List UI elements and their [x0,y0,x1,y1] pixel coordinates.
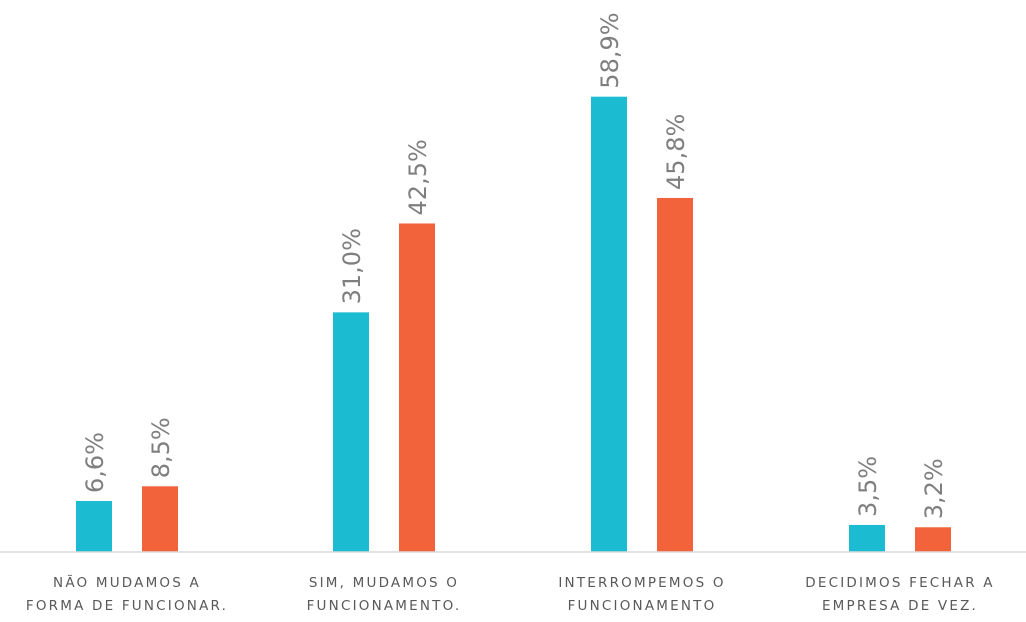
value-label-s2-c3: 45,8% [662,114,690,190]
bar-s1-c4 [849,524,885,552]
category-label-3-line-2: FUNCIONAMENTO [568,598,717,614]
value-labels-group: 6,6% 31,0% 58,9% 3,5% 8,5% 42,5% 45,8% 3,2% [81,12,948,519]
bar-s2-c4 [915,527,951,552]
value-label-s1-c3: 58,9% [596,12,624,88]
bar-s2-c1 [142,486,178,552]
bar-s1-c2 [333,312,369,552]
category-label-1-line-2: FORMA DE FUNCIONAR. [26,598,228,614]
category-label-2: SIM, MUDAMOS O FUNCIONAMENTO. [307,575,462,614]
value-label-s2-c1: 8,5% [147,417,175,478]
bar-s1-c3 [591,96,627,552]
bar-s1-c1 [76,500,112,552]
category-label-3-line-1: INTERROMPEMOS O [558,575,725,591]
category-labels-group: NÃO MUDAMOS A FORMA DE FUNCIONAR. SIM, MUD… [26,574,994,614]
bar-s2-c2 [399,223,435,552]
value-label-s1-c1: 6,6% [81,432,109,493]
category-label-1: NÃO MUDAMOS A FORMA DE FUNCIONAR. [26,574,228,614]
category-label-2-line-2: FUNCIONAMENTO. [307,598,462,614]
value-label-s2-c2: 42,5% [404,139,432,215]
value-label-s1-c2: 31,0% [338,228,366,304]
bars-group [76,96,951,552]
category-label-4-line-1: DECIDIMOS FECHAR A [805,575,994,591]
value-label-s2-c4: 3,2% [920,458,948,519]
value-label-s1-c4: 3,5% [854,456,882,517]
category-label-4: DECIDIMOS FECHAR A EMPRESA DE VEZ. [805,575,994,614]
bar-s2-c3 [657,197,693,552]
category-label-1-line-1: NÃO MUDAMOS A [53,574,201,591]
category-label-4-line-2: EMPRESA DE VEZ. [822,598,978,614]
category-label-2-line-1: SIM, MUDAMOS O [309,575,459,591]
category-label-3: INTERROMPEMOS O FUNCIONAMENTO [558,575,725,614]
